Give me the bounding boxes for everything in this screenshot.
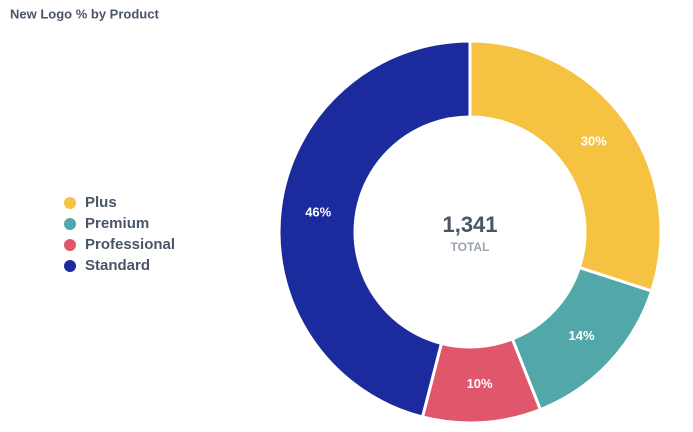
center-value: 1,341 — [442, 212, 497, 237]
donut: 30% 14% 10% 46% — [277, 39, 663, 425]
legend-swatch — [64, 218, 76, 230]
legend-swatch — [64, 197, 76, 209]
donut-slice — [277, 39, 472, 419]
value-label: 14% — [569, 328, 595, 343]
legend-label: Professional — [85, 236, 175, 253]
donut-slice — [468, 39, 663, 293]
legend-swatch — [64, 260, 76, 272]
legend-label: Standard — [85, 257, 150, 274]
legend: Plus Premium Professional Standard — [64, 194, 175, 274]
value-label: 46% — [305, 204, 331, 219]
legend-label: Plus — [85, 194, 117, 211]
chart-title: New Logo % by Product — [10, 6, 159, 21]
legend-swatch — [64, 239, 76, 251]
value-label: 30% — [581, 134, 607, 149]
value-label: 10% — [467, 376, 493, 391]
center-caption: TOTAL — [451, 240, 490, 254]
legend-label: Premium — [85, 215, 149, 232]
